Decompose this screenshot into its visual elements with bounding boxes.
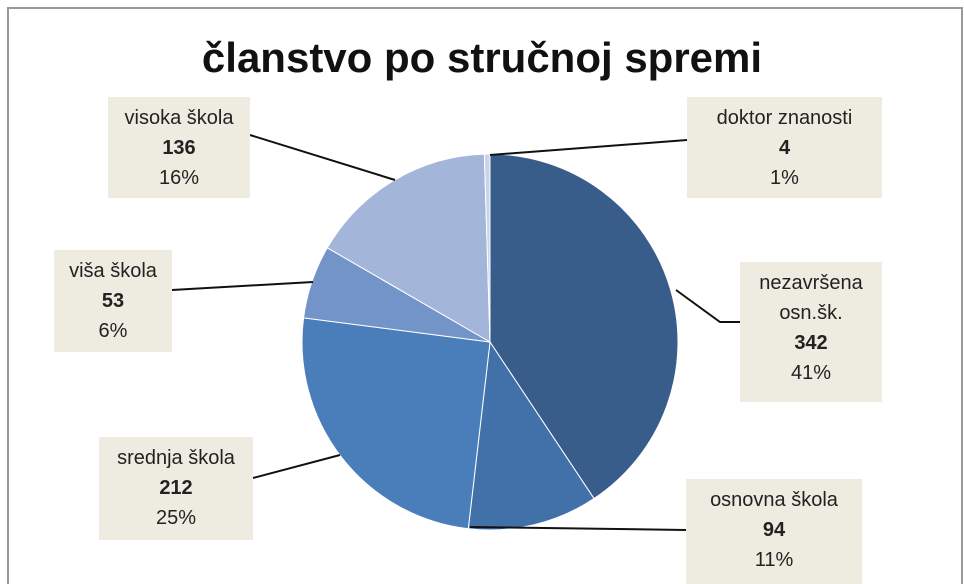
label-percent: 11% [754,549,794,571]
leader-line [252,454,341,479]
leader-line [489,139,688,156]
label-value: 136 [162,137,196,159]
data-label: osnovna škola 94 11% [686,479,862,584]
label-category: srednja škola [117,447,235,469]
label-percent: 16% [158,167,200,189]
label-percent: 6% [98,320,128,342]
data-label: srednja škola 212 25% [99,437,253,540]
data-label: viša škola 53 6% [54,250,172,352]
label-category: viša škola [69,260,157,282]
frame [7,7,963,584]
leader-line [675,289,740,323]
data-label: doktor znanosti 4 1% [687,97,882,198]
data-label: nezavršena osn.šk. 342 41% [740,262,882,402]
leader-line [171,281,314,291]
label-value: 94 [762,519,786,541]
pie-slice [467,340,595,531]
label-value: 53 [101,290,125,312]
label-category: nezavršena osn.šk. [759,272,863,324]
label-value: 342 [794,332,828,354]
label-category: doktor znanosti [716,107,853,129]
chart-title: članstvo po stručnoj spremi [201,34,763,81]
label-percent: 41% [790,362,832,384]
label-value: 4 [778,137,791,159]
pie-slice [301,317,491,530]
label-category: visoka škola [124,107,234,129]
label-category: osnovna škola [710,489,838,511]
label-value: 212 [159,477,193,499]
label-percent: 25% [155,507,197,529]
data-label: visoka škola 136 16% [108,97,250,198]
leader-line [249,134,396,181]
leader-line [469,526,687,531]
label-percent: 1% [770,167,799,189]
